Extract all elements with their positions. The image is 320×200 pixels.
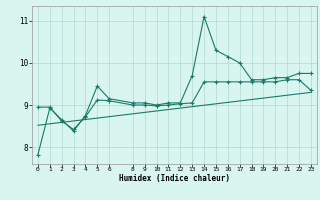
X-axis label: Humidex (Indice chaleur): Humidex (Indice chaleur) <box>119 174 230 183</box>
